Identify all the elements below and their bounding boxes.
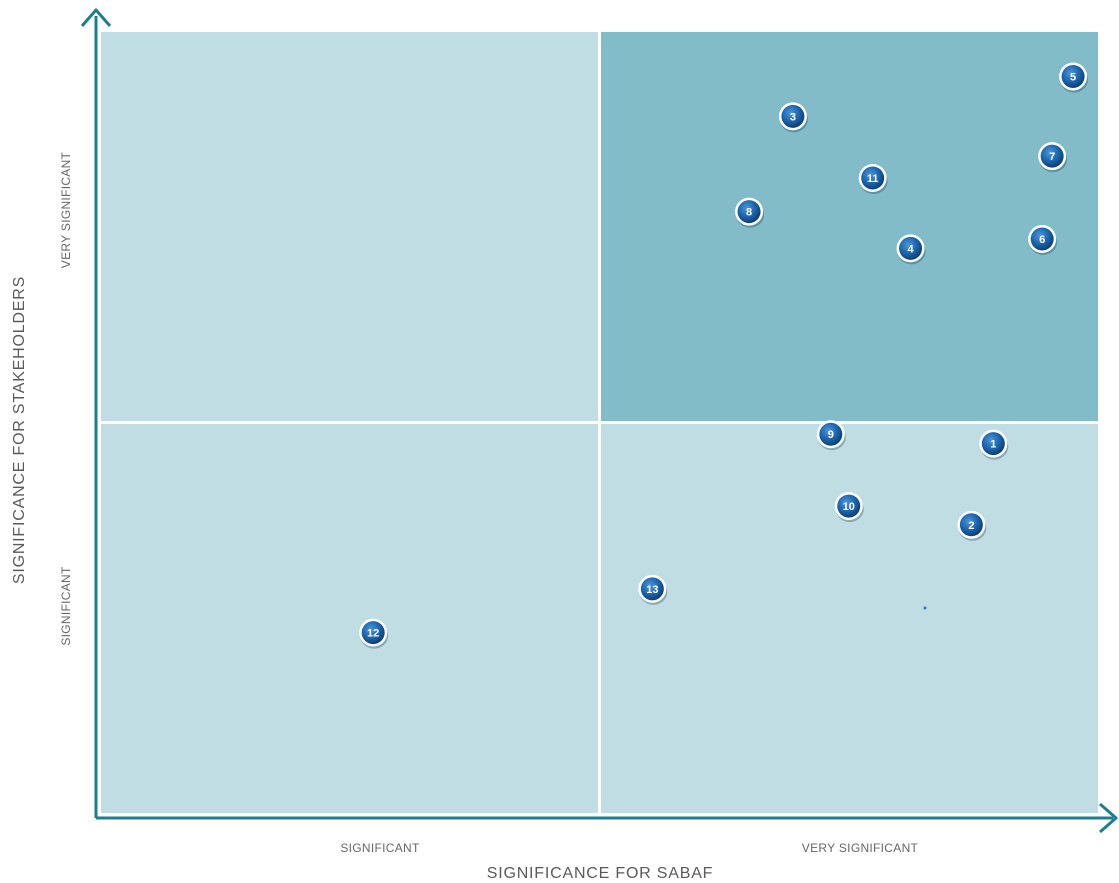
quadrant-top-left	[101, 32, 600, 423]
data-point-marker	[899, 236, 923, 260]
data-point-marker	[781, 104, 805, 128]
data-point-label: 6	[1039, 234, 1045, 246]
x-axis-title: SIGNIFICANCE FOR SABAF	[487, 865, 714, 882]
data-point-marker	[959, 513, 983, 537]
data-point-label: 12	[367, 628, 379, 640]
data-point-10[interactable]: 10	[834, 492, 864, 523]
y-tick-label-significant: SIGNIFICANT	[59, 566, 73, 646]
stray-dot	[923, 606, 927, 610]
data-point-marker	[1030, 227, 1054, 251]
data-point-label: 9	[828, 429, 834, 441]
data-point-marker	[837, 494, 861, 518]
data-point-marker	[737, 200, 761, 224]
data-point-8[interactable]: 8	[735, 197, 765, 228]
data-point-label: 11	[867, 173, 879, 185]
quadrant-bottom-right	[599, 422, 1098, 813]
data-point-marker	[819, 422, 843, 446]
data-point-9[interactable]: 9	[816, 420, 846, 451]
data-point-label: 1	[990, 439, 996, 451]
data-point-7[interactable]: 7	[1038, 142, 1068, 173]
x-tick-label-very-significant: VERY SIGNIFICANT	[802, 841, 919, 855]
data-point-1[interactable]: 1	[979, 429, 1009, 460]
data-point-6[interactable]: 6	[1028, 224, 1058, 255]
data-point-marker	[640, 577, 664, 601]
data-point-marker	[1061, 65, 1085, 89]
data-point-label: 10	[843, 501, 855, 513]
data-point-label: 5	[1070, 72, 1076, 84]
data-point-label: 4	[908, 243, 915, 255]
data-point-label: 2	[968, 520, 974, 532]
axis-labels: SIGNIFICANT VERY SIGNIFICANT SIGNIFICANC…	[11, 151, 919, 882]
x-tick-label-significant: SIGNIFICANT	[340, 841, 420, 855]
data-point-12[interactable]: 12	[359, 618, 389, 649]
quadrant-grid	[101, 32, 1098, 813]
y-axis-title: SIGNIFICANCE FOR STAKEHOLDERS	[11, 276, 28, 584]
quadrant-bottom-left	[101, 422, 600, 813]
data-point-3[interactable]: 3	[778, 102, 808, 133]
x-axis-arrow	[1099, 802, 1118, 834]
data-point-label: 7	[1049, 151, 1055, 163]
data-point-marker	[861, 166, 885, 190]
data-point-2[interactable]: 2	[957, 510, 987, 541]
data-point-label: 3	[790, 111, 796, 123]
data-point-5[interactable]: 5	[1059, 62, 1089, 93]
data-point-11[interactable]: 11	[858, 164, 888, 195]
data-point-4[interactable]: 4	[896, 234, 926, 265]
y-axis-arrow	[80, 8, 112, 27]
data-point-label: 8	[746, 207, 752, 219]
data-point-13[interactable]: 13	[638, 574, 668, 605]
data-point-label: 13	[646, 584, 658, 596]
data-point-marker	[1040, 144, 1064, 168]
quadrant-top-right	[599, 32, 1098, 423]
y-tick-label-very-significant: VERY SIGNIFICANT	[59, 151, 73, 268]
data-point-marker	[981, 432, 1005, 456]
axes	[80, 8, 1118, 834]
data-point-marker	[361, 621, 385, 645]
